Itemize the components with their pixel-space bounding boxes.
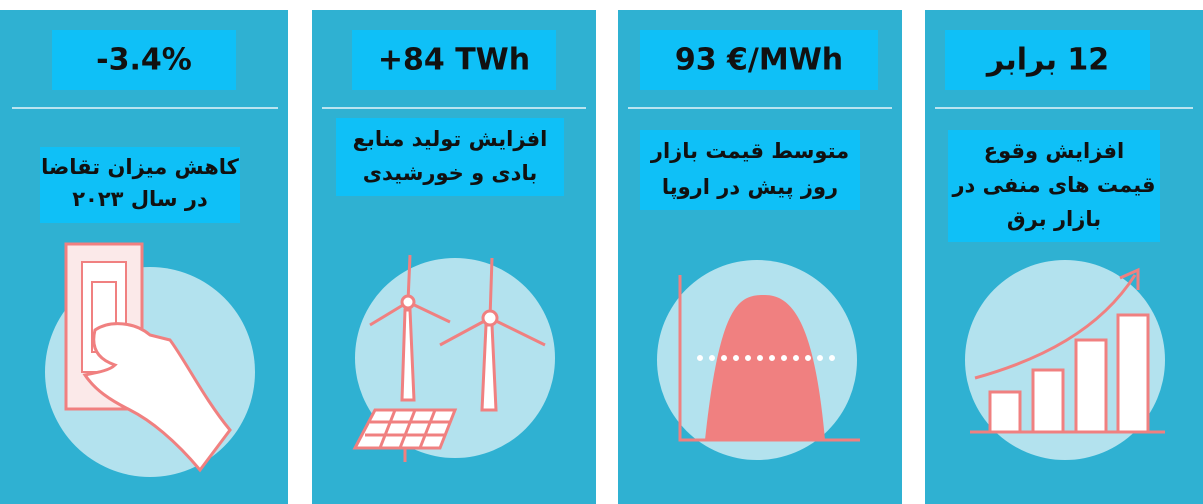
- label: بادی و خورشیدی: [363, 161, 537, 185]
- boxes: [40, 30, 1160, 242]
- stat: +84 TWh: [378, 43, 530, 78]
- label: در سال ۲۰۲۳: [72, 187, 208, 211]
- label: کاهش میزان تقاضا: [41, 155, 240, 179]
- growth-icon: [970, 267, 1165, 434]
- panels: [0, 10, 1203, 504]
- label: بازار برق: [1007, 207, 1101, 231]
- label: روز پیش در اروپا: [662, 175, 838, 199]
- price-icon: [678, 275, 860, 442]
- label: متوسط قیمت بازار: [650, 139, 849, 163]
- wind-solar-icon: [352, 254, 546, 462]
- stat: 12 برابر: [985, 43, 1109, 78]
- stat: -3.4%: [96, 43, 192, 78]
- stat: 93 €/MWh: [675, 43, 843, 78]
- label: افزایش وقوع: [984, 139, 1124, 163]
- label: قیمت های منفی در: [951, 173, 1155, 197]
- label: افزایش تولید منابع: [353, 127, 548, 151]
- switch-icon: [64, 242, 232, 473]
